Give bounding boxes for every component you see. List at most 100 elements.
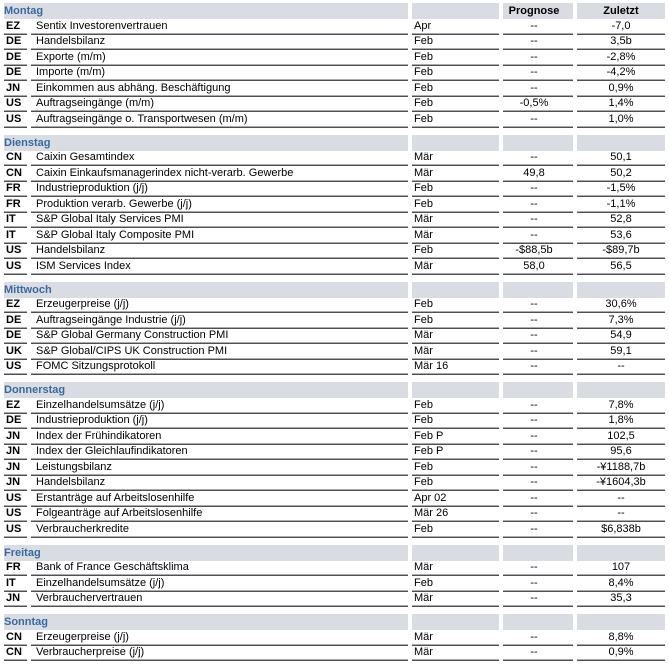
last-value: 8,4%	[577, 576, 665, 592]
period-column-header	[412, 382, 499, 398]
table-row: US Folgeanträge auf Arbeitslosenhilfe Mä…	[4, 507, 665, 523]
event-name: Einzelhandelsumsätze (j/j)	[31, 576, 408, 592]
last-value: 52,8	[577, 213, 665, 229]
period-value: Feb	[412, 298, 499, 314]
table-row: JN Index der Gleichlaufindikatoren Feb P…	[4, 445, 665, 461]
last-value: -$89,7b	[577, 244, 665, 260]
day-header-row: Donnerstag	[4, 382, 665, 398]
last-value: 7,8%	[577, 398, 665, 414]
last-column-header	[577, 382, 665, 398]
period-column-header	[412, 134, 499, 151]
table-row: CN Caixin Gesamtindex Mär -- 50,1	[4, 151, 665, 167]
period-value: Mär	[412, 344, 499, 360]
last-column-header	[577, 134, 665, 151]
last-column-header: Zuletzt	[577, 3, 666, 19]
event-name: Erzeugerpreise (j/j)	[31, 298, 408, 314]
day-header-row: Sonntag	[4, 614, 665, 630]
period-value: Feb	[412, 476, 499, 492]
day-section-table: Montag Prognose Zuletzt EZ Sentix Invest…	[0, 3, 669, 128]
country-code: US	[4, 507, 27, 523]
forecast-value: --	[503, 491, 573, 507]
event-name: Erzeugerpreise (j/j)	[31, 630, 408, 646]
table-row: DE Industrieproduktion (j/j) Feb -- 1,8%	[4, 414, 665, 430]
day-rows: FR Bank of France Geschäftsklima Mär -- …	[4, 561, 665, 608]
day-section-table: Dienstag CN Caixin Gesamtindex Mär -- 50…	[0, 134, 669, 275]
last-value: 0,9%	[577, 646, 665, 662]
country-code: US	[4, 112, 27, 128]
country-code: EZ	[4, 19, 27, 35]
forecast-value: --	[503, 213, 573, 229]
forecast-value: --	[503, 360, 573, 376]
forecast-value: --	[503, 182, 573, 198]
last-value: 1,0%	[577, 112, 665, 128]
period-value: Mär	[412, 151, 499, 167]
period-value: Feb P	[412, 445, 499, 461]
day-section-table: Sonntag CN Erzeugerpreise (j/j) Mär -- 8…	[0, 614, 669, 661]
country-code: US	[4, 491, 27, 507]
event-name: Sentix Investorenvertrauen	[31, 19, 408, 35]
table-row: IT Einzelhandelsumsätze (j/j) Feb -- 8,4…	[4, 576, 665, 592]
country-code: US	[4, 244, 27, 260]
forecast-value: --	[503, 228, 573, 244]
event-name: Handelsbilanz	[31, 35, 408, 51]
country-code: DE	[4, 329, 27, 345]
period-value: Feb	[412, 244, 499, 260]
table-row: FR Bank of France Geschäftsklima Mär -- …	[4, 561, 665, 577]
table-row: JN Handelsbilanz Feb -- -¥1604,3b	[4, 476, 665, 492]
period-column-header	[412, 3, 500, 19]
table-row: JN Einkommen aus abhäng. Beschäftigung F…	[4, 81, 665, 97]
table-row: IT S&P Global Italy Composite PMI Mär --…	[4, 228, 665, 244]
period-value: Feb	[412, 81, 499, 97]
table-row: DE Exporte (m/m) Feb -- -2,8%	[4, 50, 665, 66]
table-row: US Auftragseingänge (m/m) Feb -0,5% 1,4%	[4, 97, 665, 113]
day-rows: EZ Einzelhandelsumsätze (j/j) Feb -- 7,8…	[4, 398, 665, 538]
table-row: IT S&P Global Italy Services PMI Mär -- …	[4, 213, 665, 229]
forecast-value: --	[503, 197, 573, 213]
table-row: US Handelsbilanz Feb -$88,5b -$89,7b	[4, 244, 665, 260]
country-code: CN	[4, 630, 27, 646]
period-value: Mär	[412, 329, 499, 345]
last-value: 8,8%	[577, 630, 665, 646]
last-value: -1,1%	[577, 197, 665, 213]
period-value: Mär 16	[412, 360, 499, 376]
period-value: Feb	[412, 522, 499, 538]
forecast-value: 49,8	[503, 166, 573, 182]
country-code: JN	[4, 460, 27, 476]
period-value: Feb	[412, 50, 499, 66]
table-row: EZ Erzeugerpreise (j/j) Feb -- 30,6%	[4, 298, 665, 314]
country-code: EZ	[4, 398, 27, 414]
last-value: 35,3	[577, 592, 665, 608]
last-value: -4,2%	[577, 66, 665, 82]
forecast-value: --	[503, 561, 573, 577]
last-column-header	[577, 614, 665, 630]
forecast-value: --	[503, 398, 573, 414]
last-value: $6,838b	[577, 522, 665, 538]
forecast-value: --	[503, 313, 573, 329]
last-value: --	[577, 507, 665, 523]
event-name: Verbrauchervertrauen	[31, 592, 408, 608]
day-header-row: Montag Prognose Zuletzt	[4, 3, 666, 19]
period-value: Mär	[412, 561, 499, 577]
event-name: Industrieproduktion (j/j)	[31, 414, 408, 430]
forecast-column-header	[503, 134, 573, 151]
period-value: Feb	[412, 398, 499, 414]
event-name: Industrieproduktion (j/j)	[31, 182, 408, 198]
day-rows: CN Erzeugerpreise (j/j) Mär -- 8,8% CN V…	[4, 630, 665, 661]
event-name: Exporte (m/m)	[31, 50, 408, 66]
period-value: Apr 02	[412, 491, 499, 507]
table-row: EZ Einzelhandelsumsätze (j/j) Feb -- 7,8…	[4, 398, 665, 414]
table-row: CN Verbraucherpreise (j/j) Mär -- 0,9%	[4, 646, 665, 662]
forecast-value: --	[503, 35, 573, 51]
last-column-header	[577, 281, 666, 298]
country-code: CN	[4, 646, 27, 662]
table-row: JN Leistungsbilanz Feb -- -¥1188,7b	[4, 460, 665, 476]
country-code: IT	[4, 213, 27, 229]
last-value: 95,6	[577, 445, 665, 461]
table-row: US Verbraucherkredite Feb -- $6,838b	[4, 522, 665, 538]
table-row: DE S&P Global Germany Construction PMI M…	[4, 329, 665, 345]
day-name-label: Montag	[4, 3, 409, 19]
event-name: S&P Global/CIPS UK Construction PMI	[31, 344, 408, 360]
day-rows: EZ Sentix Investorenvertrauen Apr -- -7,…	[4, 19, 665, 128]
day-name-label: Dienstag	[4, 134, 408, 151]
